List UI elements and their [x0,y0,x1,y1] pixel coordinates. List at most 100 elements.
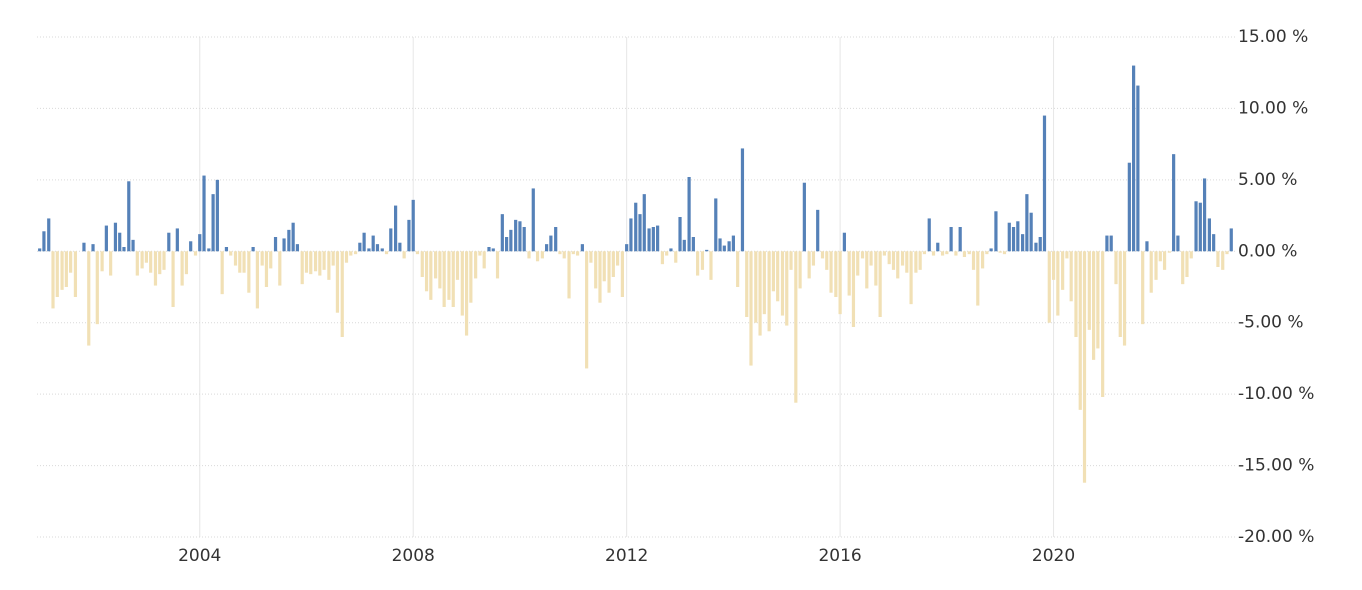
bar [1158,251,1162,262]
bar [260,251,264,266]
bar [1176,235,1180,252]
bar [393,205,398,252]
bar [1122,251,1127,346]
bar [1149,251,1153,293]
bar [554,227,558,252]
bar [1198,202,1202,252]
bar [691,237,695,252]
y-tick-label: -15.00 % [1238,456,1314,476]
bar [251,247,255,252]
bar [905,251,909,273]
bar [1101,251,1105,397]
bar [500,214,504,252]
bar [847,251,851,296]
bar [55,251,59,297]
bar [264,251,269,287]
bar [820,251,825,259]
bar [442,251,446,307]
bar [1074,251,1078,337]
bar [762,251,766,315]
bar [482,251,486,269]
bar [1002,251,1007,255]
bar [860,251,865,259]
bar [985,251,989,255]
bar [64,251,68,287]
bar [1082,251,1087,483]
bar [1141,251,1145,325]
bar [856,251,860,276]
bar [927,218,931,252]
bar [665,251,669,256]
bar [118,232,122,252]
bar [669,248,673,252]
bar [278,251,282,286]
bar [714,198,718,252]
bar [1172,154,1176,252]
bar [625,244,629,252]
bar [709,251,713,280]
bar [980,251,985,269]
y-tick-label: 0.00 % [1238,241,1297,261]
bar [1154,251,1158,280]
bar [1096,251,1100,349]
bar [1069,251,1073,302]
bar [247,251,251,293]
bar [1118,251,1122,337]
bar [273,237,278,252]
bar [82,242,86,252]
bar [535,251,540,262]
bar [1051,251,1056,280]
bar [527,251,531,259]
bar [1221,251,1225,270]
bar [60,251,64,290]
bar [460,251,464,316]
bar [162,251,166,270]
bar [238,251,242,273]
bar [971,251,976,270]
bar [202,175,206,252]
bar [189,241,193,252]
bar [575,251,580,256]
bar [362,232,366,252]
bar [464,251,469,336]
bar [865,251,869,289]
bar [504,237,509,252]
bar [478,251,482,256]
bar [989,248,993,252]
bar [647,228,651,252]
bar [47,218,51,252]
bar [451,251,455,307]
bar [180,251,184,286]
bar [634,202,638,252]
bar [255,251,259,309]
bar [109,251,113,276]
bar [749,251,753,366]
bar [135,251,139,276]
bar [153,251,158,286]
bar [318,251,322,276]
bar [389,228,393,252]
bar [127,181,131,252]
bar [580,244,584,252]
x-tick-label: 2020 [1032,546,1075,566]
bar [1087,251,1091,330]
bar [522,227,526,252]
bar [807,251,811,279]
bar [487,247,491,252]
y-tick-label: -5.00 % [1238,313,1304,333]
bar [740,148,745,252]
bar [745,251,749,317]
bar [402,251,406,259]
bar [896,251,900,279]
bar [976,251,980,306]
bar [495,251,500,279]
bar [331,251,335,266]
bar [940,251,945,256]
bar [1114,251,1118,285]
bar [158,251,162,275]
bar [322,251,326,270]
bar [682,239,686,252]
bar [567,251,571,299]
bar [1105,235,1109,252]
bar [1038,237,1042,252]
